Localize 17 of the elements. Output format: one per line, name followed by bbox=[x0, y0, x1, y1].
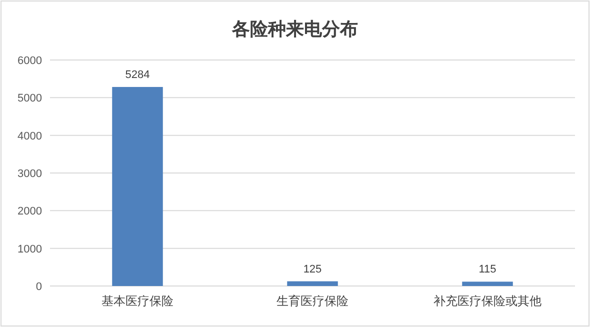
y-tick-label: 5000 bbox=[18, 92, 42, 105]
y-tick-label: 1000 bbox=[18, 243, 42, 256]
bar bbox=[287, 281, 338, 286]
bar bbox=[112, 86, 163, 286]
data-label: 125 bbox=[303, 263, 322, 276]
x-tick-label: 生育医疗保险 bbox=[276, 294, 348, 308]
bar bbox=[462, 282, 513, 286]
chart-title: 各险种来电分布 bbox=[231, 19, 358, 39]
x-tick-label: 基本医疗保险 bbox=[102, 294, 174, 308]
y-tick-label: 4000 bbox=[18, 130, 42, 142]
data-label: 5284 bbox=[125, 68, 150, 81]
y-tick-label: 0 bbox=[36, 281, 42, 293]
y-tick-label: 3000 bbox=[18, 168, 42, 180]
x-tick-label: 补充医疗保险或其他 bbox=[434, 294, 542, 308]
y-tick-label: 2000 bbox=[18, 206, 42, 218]
data-label: 115 bbox=[478, 264, 496, 276]
y-tick-label: 6000 bbox=[18, 55, 42, 67]
